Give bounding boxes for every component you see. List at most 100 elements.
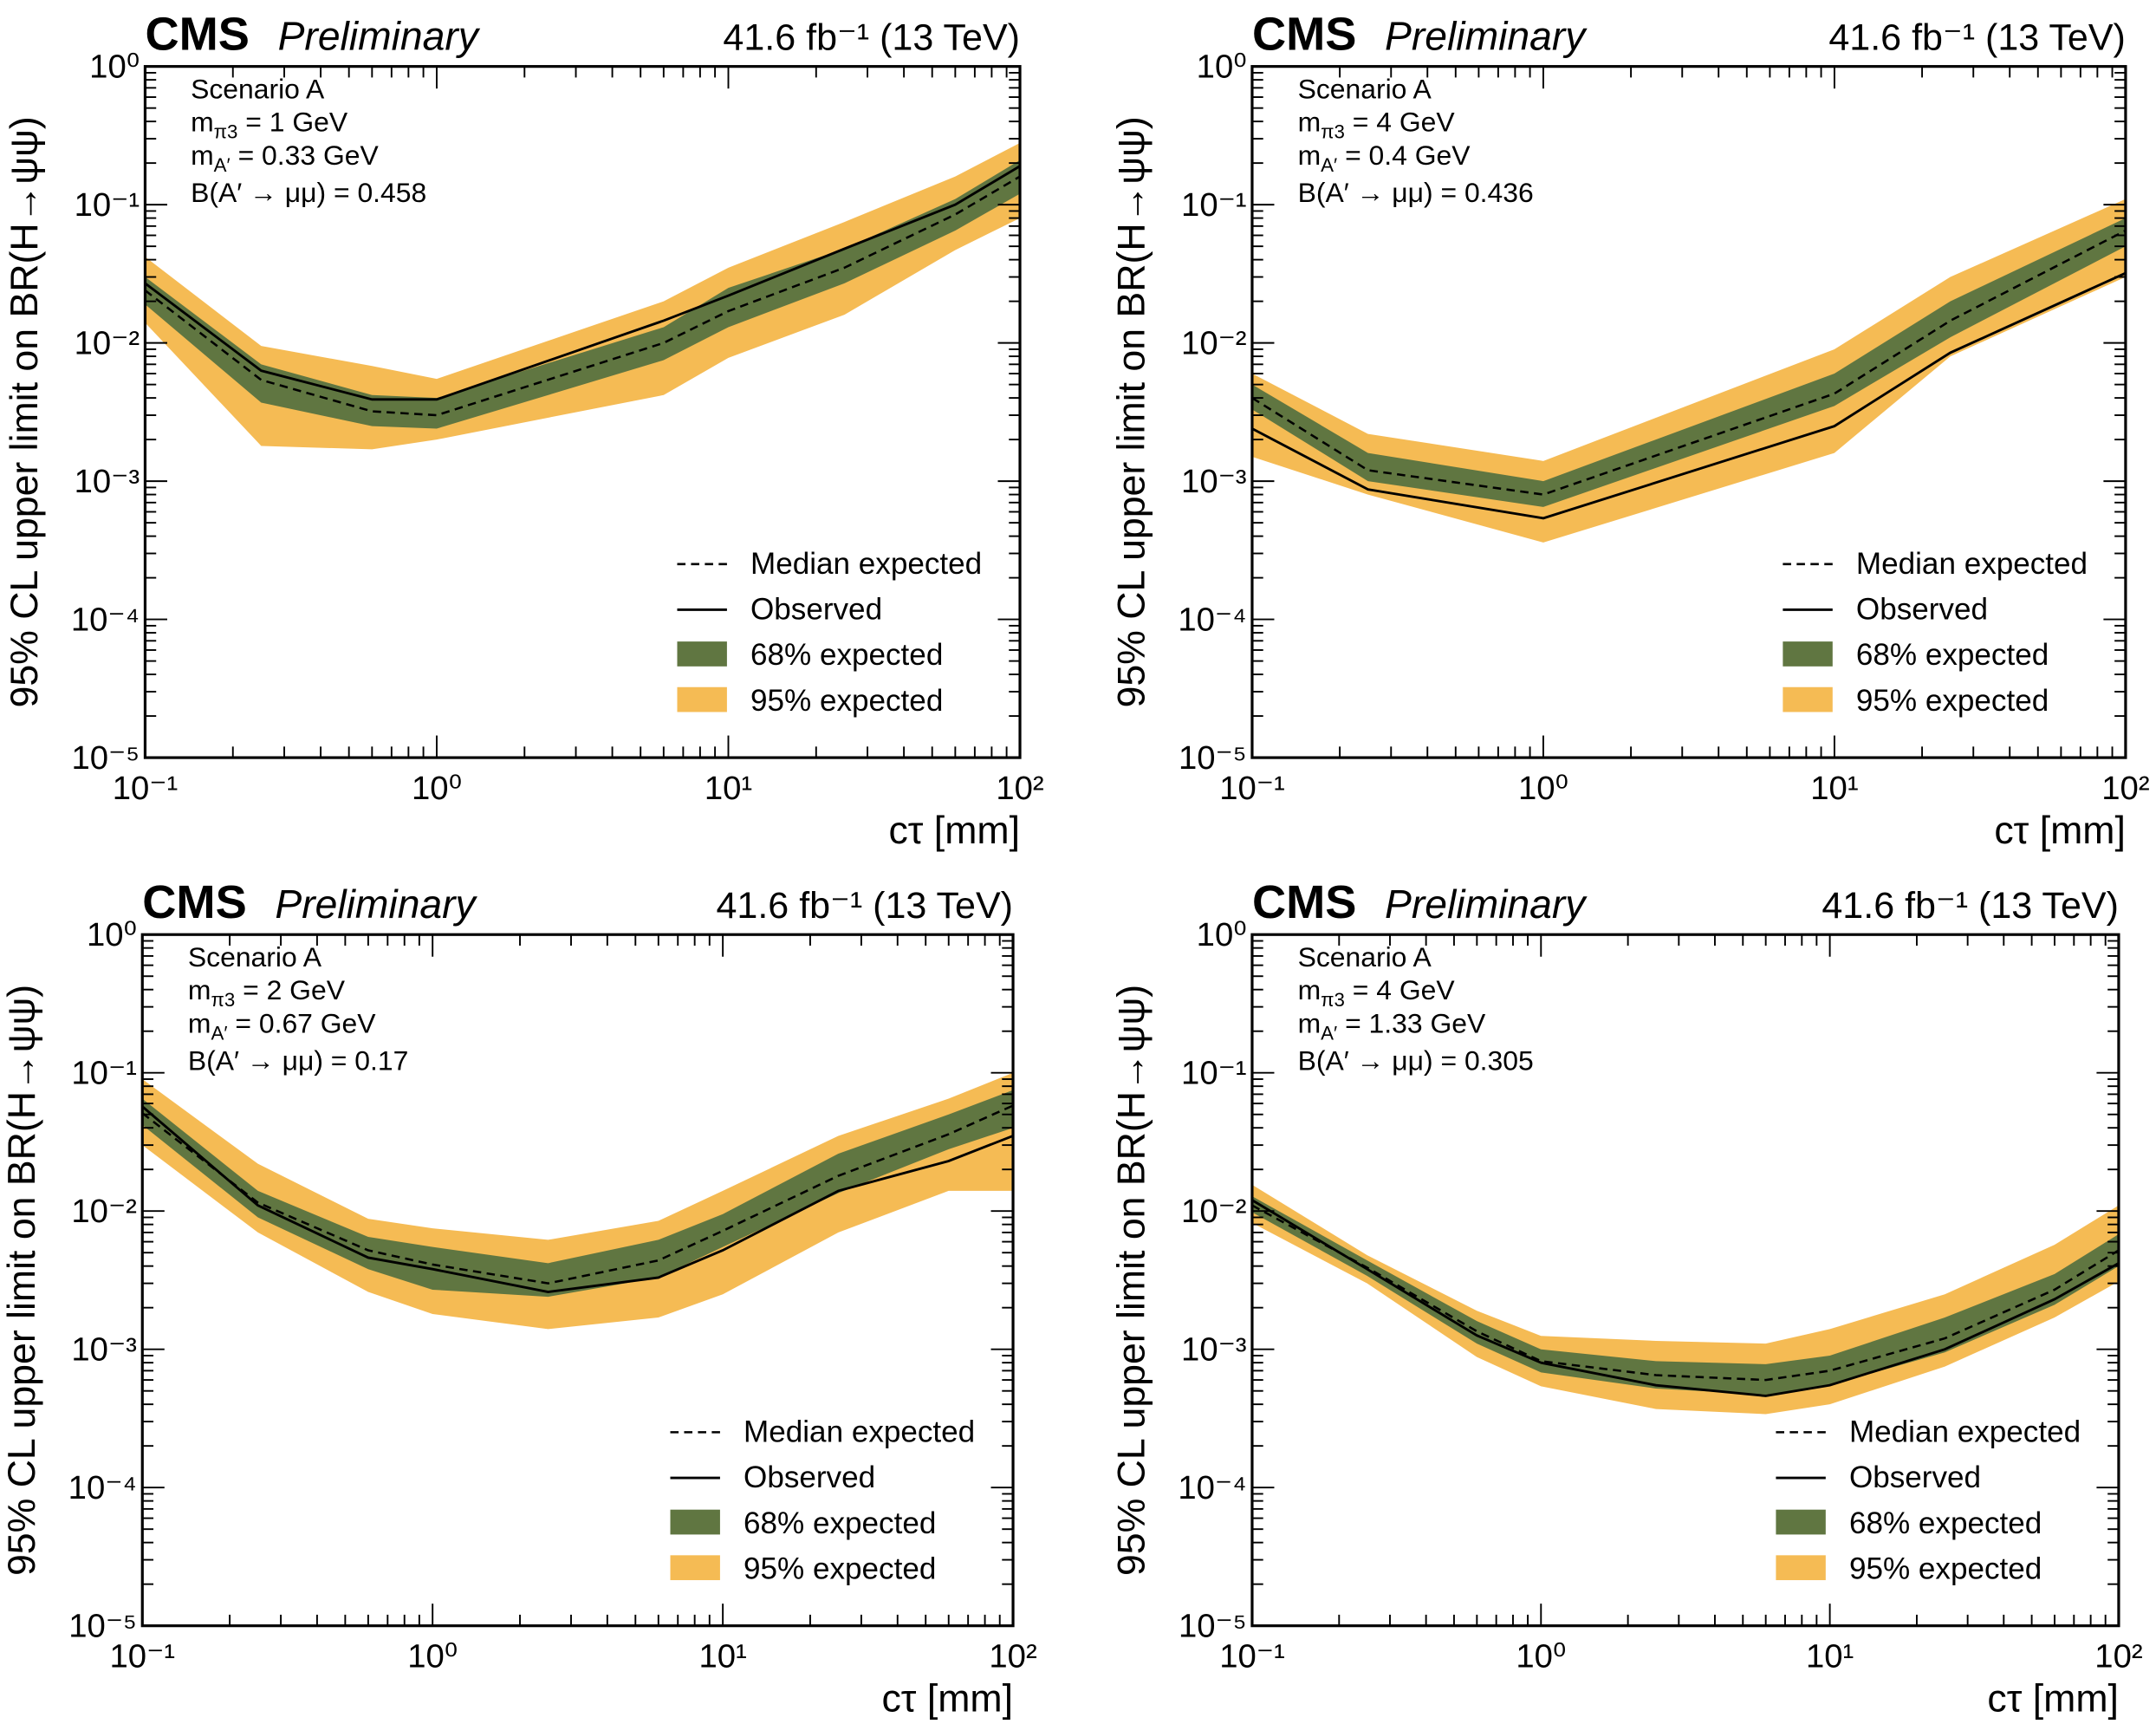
y-tick-label: 10⁻¹ bbox=[75, 186, 140, 224]
mass-a-prime-label: mA′ = 1.33 GeV bbox=[1298, 1007, 1486, 1044]
status-label: Preliminary bbox=[1385, 14, 1588, 59]
legend-95-expected-icon bbox=[1783, 686, 1833, 712]
chart-panel-1: 10⁻¹ 10⁰ 10¹ 10² 10⁻⁵ 10⁻⁴ 10⁻³ 10⁻² 10⁻¹ 10⁰ cτ [… bbox=[3, 9, 1044, 852]
x-tick-label: 10¹ bbox=[698, 1638, 746, 1675]
y-tick-label: 10⁰ bbox=[87, 916, 137, 953]
x-tick-label: 10⁻¹ bbox=[1219, 770, 1285, 807]
legend-68-expected-icon bbox=[677, 641, 727, 667]
chart-panel-4: 10⁻¹ 10⁰ 10¹ 10² 10⁻⁵ 10⁻⁴ 10⁻³ 10⁻² 10⁻¹ 10⁰ cτ [… bbox=[1111, 876, 2143, 1720]
median-expected-line bbox=[1251, 1204, 2120, 1382]
legend-95-expected-icon bbox=[1776, 1555, 1826, 1581]
legend-entry: 68% expected bbox=[744, 1506, 936, 1540]
branching-ratio-label: B(A′ → μμ) = 0.436 bbox=[1298, 177, 1534, 208]
legend-entry: Median expected bbox=[1849, 1415, 2081, 1449]
x-tick-label: 10⁻¹ bbox=[110, 1638, 176, 1675]
scenario-label: Scenario A bbox=[191, 73, 325, 104]
y-tick-label: 10⁻² bbox=[1181, 324, 1247, 361]
plot-frame bbox=[140, 933, 1015, 1628]
observed-line bbox=[1251, 1199, 2120, 1397]
plot-frame bbox=[143, 65, 1022, 759]
mass-pi3-label: mπ3 = 4 GeV bbox=[1298, 974, 1456, 1011]
x-tick-label: 10¹ bbox=[705, 770, 752, 807]
legend-entry: Observed bbox=[750, 593, 882, 627]
observed-line bbox=[1251, 271, 2127, 520]
legend-entry: Observed bbox=[1849, 1461, 1981, 1494]
x-tick-label: 10² bbox=[2101, 770, 2150, 807]
mass-a-prime-label: mA′ = 0.67 GeV bbox=[188, 1007, 376, 1044]
y-tick-label: 10⁻² bbox=[71, 1193, 137, 1230]
legend-entry: 95% expected bbox=[750, 684, 943, 718]
y-tick-label: 10⁻¹ bbox=[1181, 1054, 1247, 1091]
status-label: Preliminary bbox=[1385, 882, 1588, 927]
y-tick-label: 10⁻⁵ bbox=[68, 1607, 137, 1644]
x-tick-label: 10² bbox=[996, 770, 1044, 807]
chart-panel-3: 10⁻¹ 10⁰ 10¹ 10² 10⁻⁵ 10⁻⁴ 10⁻³ 10⁻² 10⁻¹ 10⁰ cτ [… bbox=[1, 876, 1037, 1720]
observed-line bbox=[144, 165, 1021, 401]
luminosity-label: 41.6 fb⁻¹ (13 TeV) bbox=[1828, 17, 2126, 59]
legend-entry: 68% expected bbox=[750, 638, 943, 672]
y-tick-label: 10⁻² bbox=[1181, 1193, 1247, 1230]
x-axis-label: cτ [mm] bbox=[881, 1678, 1013, 1721]
x-tick-label: 10⁻¹ bbox=[1219, 1638, 1285, 1675]
band-95-expected bbox=[145, 142, 1021, 450]
luminosity-label: 41.6 fb⁻¹ (13 TeV) bbox=[723, 17, 1020, 59]
experiment-label: CMS bbox=[1252, 876, 1356, 928]
branching-ratio-label: B(A′ → μμ) = 0.17 bbox=[188, 1045, 408, 1077]
x-axis-label: cτ [mm] bbox=[1994, 810, 2126, 852]
median-expected-line bbox=[144, 175, 1021, 417]
y-tick-label: 10⁻¹ bbox=[71, 1054, 137, 1091]
x-axis-label: cτ [mm] bbox=[888, 810, 1020, 852]
legend-entry: Observed bbox=[744, 1461, 875, 1494]
legend-68-expected-icon bbox=[670, 1509, 720, 1535]
x-tick-label: 10² bbox=[2094, 1638, 2143, 1675]
y-tick-label: 10⁰ bbox=[1197, 48, 1247, 85]
legend-entry: Median expected bbox=[1856, 547, 2088, 581]
legend-95-expected-icon bbox=[670, 1555, 720, 1581]
branching-ratio-label: B(A′ → μμ) = 0.305 bbox=[1298, 1045, 1534, 1077]
y-axis-label: 95% CL upper limit on BR(H→ψψ) bbox=[1111, 116, 1153, 707]
legend-entry: 95% expected bbox=[1856, 684, 2049, 718]
legend-95-expected-icon bbox=[677, 686, 727, 712]
y-tick-label: 10⁻³ bbox=[1181, 1330, 1247, 1368]
y-axis-label: 95% CL upper limit on BR(H→ψψ) bbox=[1111, 985, 1153, 1576]
y-tick-label: 10⁻⁴ bbox=[71, 601, 140, 638]
y-tick-label: 10⁻⁵ bbox=[1179, 739, 1247, 777]
scenario-label: Scenario A bbox=[1298, 73, 1432, 104]
legend-entry: 95% expected bbox=[1849, 1552, 2042, 1585]
band-68-expected bbox=[142, 1090, 1014, 1298]
y-tick-label: 10⁻⁵ bbox=[1179, 1607, 1247, 1644]
legend-entry: 68% expected bbox=[1849, 1506, 2042, 1540]
scenario-label: Scenario A bbox=[188, 941, 322, 973]
x-axis-label: cτ [mm] bbox=[1987, 1678, 2119, 1721]
x-tick-label: 10⁻¹ bbox=[113, 770, 179, 807]
legend-entry: Median expected bbox=[750, 547, 982, 581]
luminosity-label: 41.6 fb⁻¹ (13 TeV) bbox=[716, 885, 1013, 927]
x-tick-label: 10⁰ bbox=[1516, 1638, 1566, 1675]
y-tick-label: 10⁻⁴ bbox=[68, 1469, 137, 1506]
experiment-label: CMS bbox=[145, 9, 249, 61]
band-68-expected bbox=[1251, 218, 2126, 507]
y-tick-label: 10⁻³ bbox=[75, 463, 140, 500]
y-tick-label: 10⁰ bbox=[1197, 916, 1247, 953]
status-label: Preliminary bbox=[278, 14, 481, 59]
legend-entry: 95% expected bbox=[744, 1552, 936, 1585]
plot-frame bbox=[1250, 65, 2127, 759]
mass-a-prime-label: mA′ = 0.33 GeV bbox=[191, 140, 379, 176]
y-tick-label: 10⁰ bbox=[89, 48, 140, 85]
x-tick-label: 10¹ bbox=[1810, 770, 1858, 807]
y-axis-label: 95% CL upper limit on BR(H→ψψ) bbox=[3, 116, 46, 707]
mass-pi3-label: mπ3 = 1 GeV bbox=[191, 107, 348, 143]
x-tick-label: 10⁰ bbox=[412, 770, 462, 807]
band-68-expected bbox=[145, 159, 1021, 429]
x-tick-label: 10⁰ bbox=[1518, 770, 1568, 807]
experiment-label: CMS bbox=[142, 876, 246, 928]
x-tick-label: 10² bbox=[989, 1638, 1037, 1675]
band-95-expected bbox=[1251, 198, 2126, 543]
scenario-label: Scenario A bbox=[1298, 941, 1432, 973]
y-tick-label: 10⁻³ bbox=[1181, 463, 1247, 500]
luminosity-label: 41.6 fb⁻¹ (13 TeV) bbox=[1822, 885, 2119, 927]
status-label: Preliminary bbox=[275, 882, 477, 927]
y-tick-label: 10⁻¹ bbox=[1181, 186, 1247, 224]
mass-pi3-label: mπ3 = 4 GeV bbox=[1298, 107, 1456, 143]
